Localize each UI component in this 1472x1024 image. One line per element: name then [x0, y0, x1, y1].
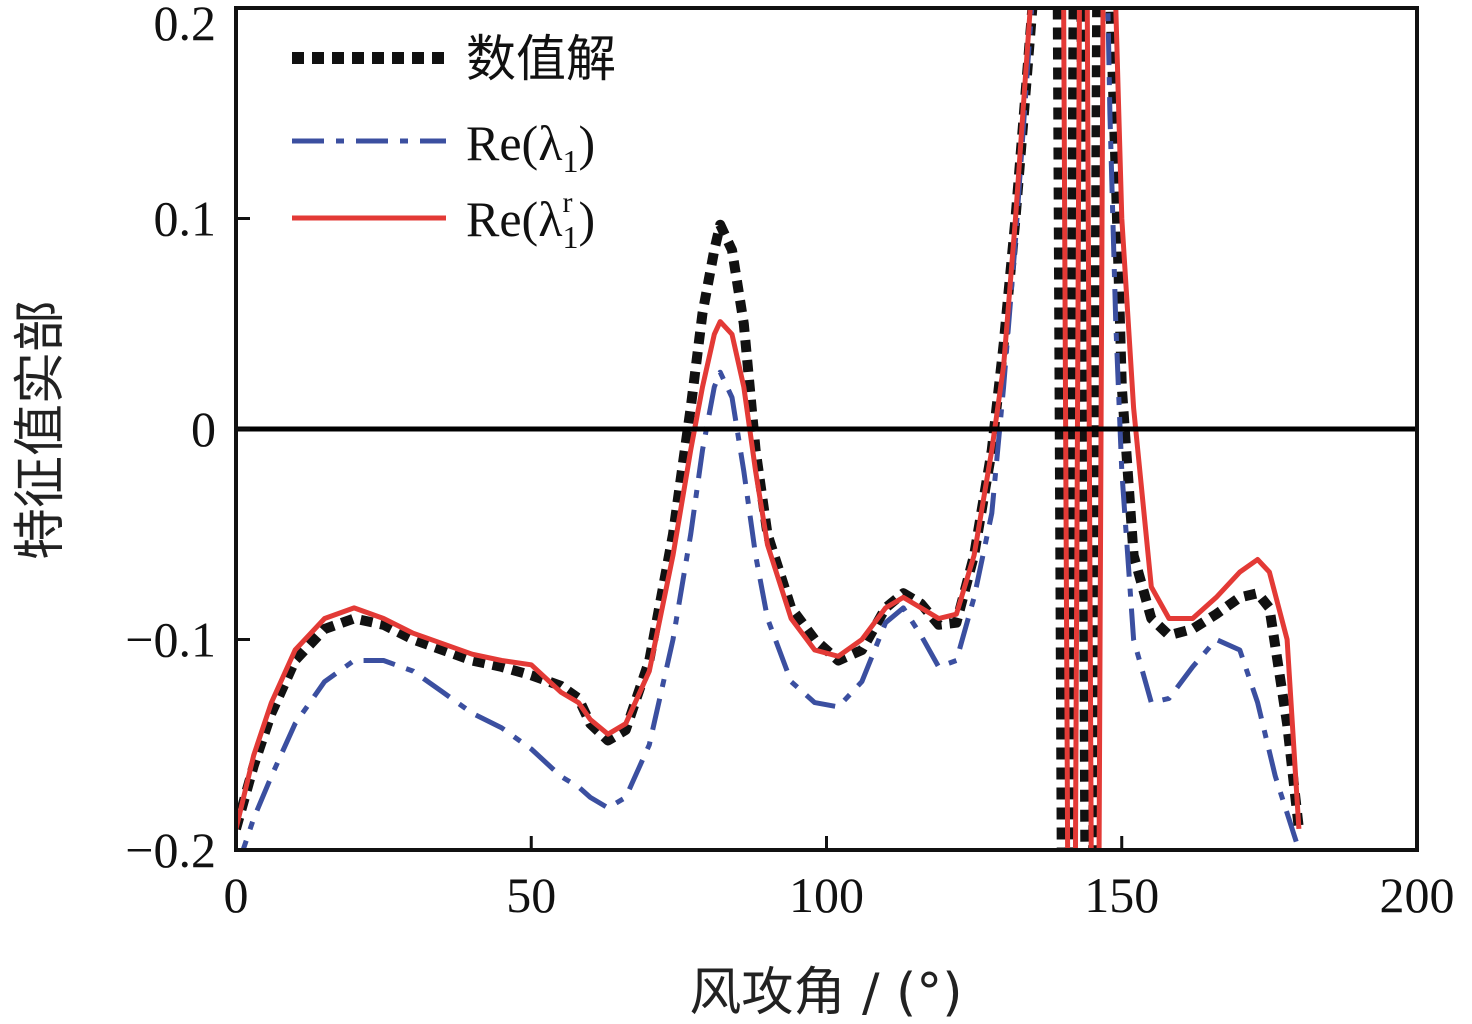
legend-lambda1-sub: 1: [562, 143, 578, 179]
legend-lambda1r-sub: 1: [562, 219, 578, 255]
legend-label-lambda1: Re(λ1): [466, 115, 595, 179]
series-layer: [236, 8, 1304, 850]
y-tick-label: −0.1: [125, 612, 216, 668]
legend-lambda1-main: Re(λ: [466, 115, 562, 171]
legend: 数值解 Re(λ1) Re(λr 1): [292, 31, 616, 255]
ticks-layer: 0 50 100 150 200 −0.2 −0.1 0 0.1 0.2: [125, 0, 1454, 923]
legend-lambda1r-sup: r: [562, 186, 572, 219]
y-axis-title: 特征值实部: [11, 300, 71, 560]
y-tick-label: 0.2: [154, 0, 217, 51]
legend-lambda1r-close: ): [578, 191, 595, 247]
y-tick-label: 0: [191, 401, 216, 457]
x-tick-label: 150: [1084, 867, 1159, 923]
legend-lambda1r-main: Re(λ: [466, 191, 562, 247]
y-tick-label: −0.2: [125, 822, 216, 878]
legend-label-lambda1r: Re(λr 1): [466, 186, 595, 255]
x-axis-title: 风攻角 / (°): [689, 963, 962, 1023]
series-line-1: [240, 8, 1302, 850]
x-tick-label: 100: [789, 867, 864, 923]
legend-lambda1-close: ): [578, 115, 595, 171]
series-line-2: [236, 8, 1302, 850]
x-tick-label: 50: [506, 867, 556, 923]
x-tick-label: 0: [224, 867, 249, 923]
x-tick-label: 200: [1380, 867, 1455, 923]
legend-label-numerical: 数值解: [466, 31, 616, 87]
y-tick-label: 0.1: [154, 191, 217, 247]
